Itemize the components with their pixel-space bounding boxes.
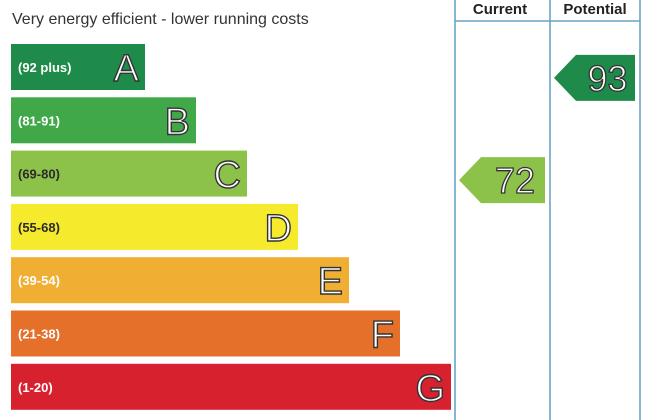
rating-arrows: 72 93 — [459, 54, 635, 204]
band-range-label-a: (92 plus) — [18, 60, 71, 75]
band-bar-b — [11, 97, 196, 144]
band-letter-g: G — [415, 368, 445, 410]
band-bar-g — [11, 363, 451, 410]
current-rating-arrow — [459, 157, 545, 204]
chart-frame — [454, 0, 641, 420]
band-bar-e — [11, 257, 349, 304]
band-letter-a: A — [114, 48, 140, 90]
band-letter-e: E — [318, 261, 343, 303]
band-bar-a — [11, 44, 145, 90]
band-letter-b: B — [165, 101, 190, 143]
potential-rating-arrow — [554, 54, 635, 101]
band-range-label-d: (55-68) — [18, 220, 60, 235]
band-range-label-b: (81-91) — [18, 113, 60, 128]
band-letter-f: F — [371, 315, 394, 357]
band-letter-d: D — [265, 208, 292, 250]
band-range-label-f: (21-38) — [18, 327, 60, 342]
band-letter-c: C — [214, 155, 241, 197]
band-bar-d — [11, 203, 298, 250]
band-bar-c — [11, 150, 247, 197]
band-range-label-e: (39-54) — [18, 273, 60, 288]
potential-rating-value: 93 — [587, 58, 627, 99]
potential-column-header: Potential — [563, 1, 626, 18]
current-column-header: Current — [473, 1, 527, 18]
rating-bars: (92 plus) A (81-91) B (69-80) C (55-68) D (39-54… — [11, 44, 451, 410]
chart-title: Very energy efficient - lower running co… — [12, 11, 309, 28]
band-range-label-g: (1-20) — [18, 380, 53, 395]
band-bar-f — [11, 310, 400, 357]
current-rating-value: 72 — [495, 160, 535, 201]
band-range-label-c: (69-80) — [18, 167, 60, 182]
